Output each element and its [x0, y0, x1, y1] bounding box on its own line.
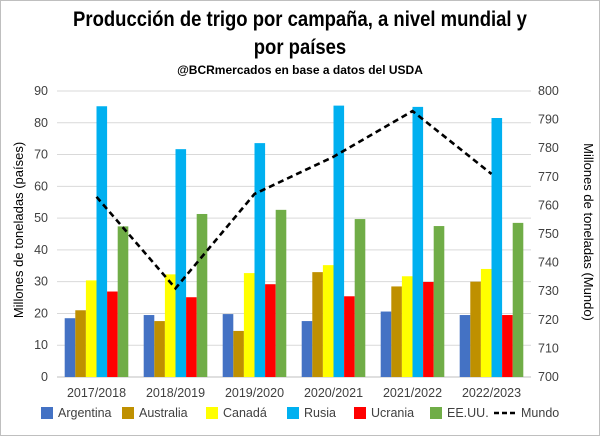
bar — [480, 268, 492, 377]
bar — [222, 314, 234, 377]
legend-swatch — [287, 407, 299, 419]
legend-swatch — [41, 407, 53, 419]
bar — [491, 118, 503, 377]
world-line-path — [95, 109, 493, 291]
category-label: 2021/2022 — [383, 386, 442, 400]
category-axis-labels: 2017/2018 2018/2019 2019/2020 2020/2021 2021… — [67, 386, 521, 400]
legend: Argentina Australia Canadá Rusia Ucrania EE.U… — [41, 406, 559, 420]
y2-tick-label: 800 — [538, 84, 559, 98]
y2-tick-label: 700 — [538, 370, 559, 384]
bar — [275, 209, 287, 377]
bar — [470, 281, 481, 377]
chart-title-line-1: Producción de trigo por campaña, a nivel… — [73, 8, 527, 31]
bar — [243, 273, 255, 377]
bars — [64, 105, 524, 378]
bar — [107, 291, 118, 377]
bar — [423, 281, 434, 377]
y-tick-label: 10 — [34, 338, 48, 352]
chart-title-line-2: por países — [253, 36, 347, 59]
y2-tick-label: 720 — [538, 313, 559, 327]
bar — [512, 222, 524, 377]
y-tick-label: 0 — [41, 370, 48, 384]
y2-tick-label: 760 — [538, 198, 559, 212]
legend-swatch — [122, 407, 134, 419]
bar — [333, 105, 345, 378]
legend-label: Ucrania — [371, 406, 414, 420]
bar — [502, 315, 513, 377]
y2-tick-label: 790 — [538, 113, 559, 127]
bar — [164, 274, 176, 377]
bar — [380, 311, 392, 377]
chart-subtitle: @BCRmercados en base a datos del USDA — [177, 63, 423, 77]
y-tick-label: 40 — [34, 243, 48, 257]
y-tick-label: 70 — [34, 148, 48, 162]
legend-label: Australia — [139, 406, 188, 420]
bar — [322, 265, 334, 377]
bar — [96, 106, 108, 378]
y2-tick-label: 770 — [538, 170, 559, 184]
bar — [64, 318, 76, 377]
bar — [412, 106, 424, 377]
bar — [301, 321, 313, 377]
bar — [85, 280, 97, 377]
bar — [254, 143, 266, 377]
bar — [433, 226, 445, 377]
category-label: 2018/2019 — [146, 386, 205, 400]
category-label: 2017/2018 — [67, 386, 126, 400]
bar — [175, 149, 187, 377]
bar — [117, 226, 129, 377]
y-tick-label: 80 — [34, 116, 48, 130]
bar — [354, 219, 366, 377]
legend-swatch — [354, 407, 366, 419]
y2-tick-label: 780 — [538, 141, 559, 155]
world-line — [95, 109, 493, 291]
bar — [75, 310, 86, 377]
left-axis-ticks: 0 10 20 30 40 50 60 70 80 90 — [34, 84, 48, 384]
category-label: 2020/2021 — [304, 386, 363, 400]
y2-tick-label: 730 — [538, 284, 559, 298]
bar — [143, 315, 155, 377]
legend-swatch — [430, 407, 442, 419]
right-axis-ticks: 700 710 720 730 740 750 760 770 780 790 800 — [538, 84, 559, 384]
y-tick-label: 50 — [34, 211, 48, 225]
y2-axis-title: Millones de toneladas (Mundo) — [581, 143, 596, 321]
legend-label: Rusia — [304, 406, 336, 420]
chart-title: Producción de trigo por campaña, a nivel… — [36, 6, 564, 62]
legend-label: Argentina — [58, 406, 112, 420]
y-tick-label: 90 — [34, 84, 48, 98]
bar — [459, 315, 471, 377]
category-label: 2022/2023 — [462, 386, 521, 400]
bar — [186, 297, 197, 377]
bar — [265, 284, 276, 377]
y-tick-label: 30 — [34, 275, 48, 289]
y2-tick-label: 750 — [538, 227, 559, 241]
bar — [312, 272, 323, 377]
bar — [401, 276, 413, 377]
legend-swatch — [206, 407, 218, 419]
bar — [154, 321, 165, 377]
y-tick-label: 60 — [34, 179, 48, 193]
bar — [196, 213, 208, 377]
y-tick-label: 20 — [34, 306, 48, 320]
bar — [391, 286, 402, 377]
bar — [344, 296, 355, 377]
y2-tick-label: 710 — [538, 341, 559, 355]
gridlines — [57, 90, 531, 378]
category-label: 2019/2020 — [225, 386, 284, 400]
y2-tick-label: 740 — [538, 256, 559, 270]
legend-label: Mundo — [521, 406, 559, 420]
legend-label: EE.UU. — [447, 406, 489, 420]
y-axis-title: Millones de toneladas (países) — [11, 142, 26, 318]
bar — [233, 330, 244, 377]
legend-label: Canadá — [223, 406, 267, 420]
